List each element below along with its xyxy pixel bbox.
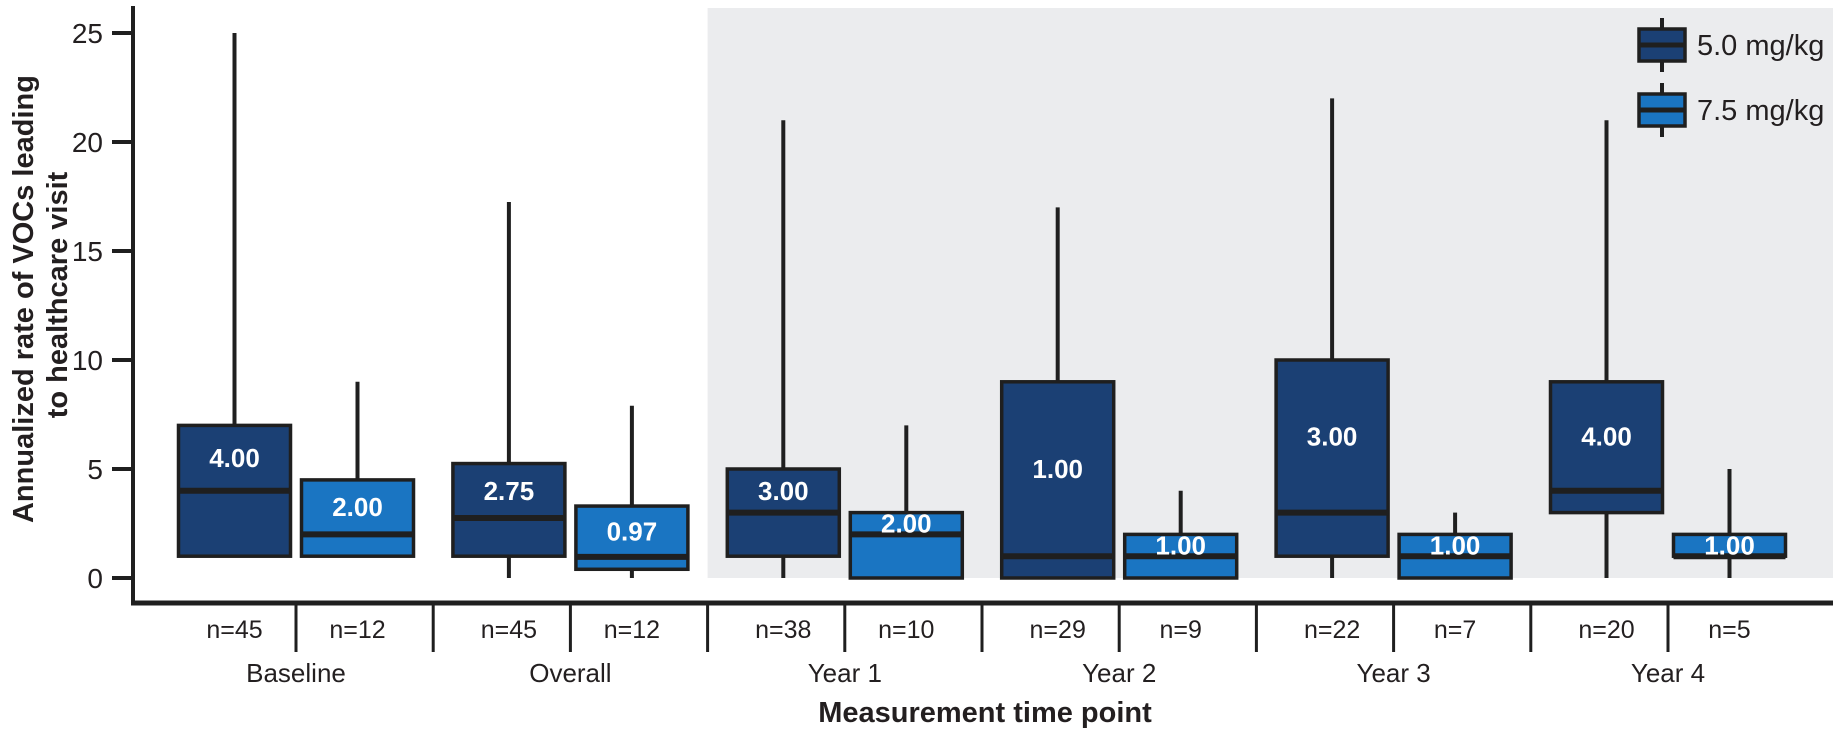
legend-layer: 5.0 mg/kg 7.5 mg/kg — [1637, 18, 1824, 137]
median-label-5-0-mg-kg-year-3: 3.00 — [1307, 421, 1358, 451]
y-tick-label-5: 5 — [87, 454, 103, 485]
n-label-7-5-mg-kg-year-1: n=10 — [878, 616, 934, 644]
axis-labels-layer: 0 5 10 15 20 25 n=45 n=45 n=38 n=29 n=22 n=20 n=12 n=… — [72, 18, 1751, 688]
y-axis-title: Annualized rate of VOCs leading to healt… — [8, 67, 74, 523]
category-label-baseline: Baseline — [246, 658, 346, 688]
category-label-year-1: Year 1 — [808, 658, 882, 688]
legend-label-7-5-mg-kg: 7.5 mg/kg — [1697, 95, 1824, 127]
category-label-year-4: Year 4 — [1631, 658, 1705, 688]
box-5-0-mg-kg-year-3 — [1274, 358, 1390, 558]
median-label-7-5-mg-kg-overall: 0.97 — [607, 516, 658, 546]
y-tick-label-20: 20 — [72, 127, 103, 158]
n-label-5-0-mg-kg-year-4: n=20 — [1578, 616, 1634, 644]
y-tick-label-10: 10 — [72, 345, 103, 376]
category-label-year-2: Year 2 — [1082, 658, 1156, 688]
x-axis-title: Measurement time point — [818, 697, 1152, 729]
n-label-5-0-mg-kg-year-2: n=29 — [1030, 616, 1086, 644]
box-5-0-mg-kg-year-2 — [999, 380, 1116, 580]
median-label-5-0-mg-kg-baseline: 4.00 — [209, 443, 260, 473]
box-5-0-mg-kg-overall — [451, 461, 567, 558]
y-tick-label-0: 0 — [87, 563, 103, 594]
median-label-7-5-mg-kg-year-2: 1.00 — [1155, 530, 1206, 560]
category-label-overall: Overall — [529, 658, 611, 688]
median-label-7-5-mg-kg-year-1: 2.00 — [881, 509, 932, 539]
axes-layer — [112, 6, 1833, 652]
n-label-7-5-mg-kg-overall: n=12 — [604, 616, 660, 644]
median-label-5-0-mg-kg-year-2: 1.00 — [1032, 454, 1083, 484]
n-label-5-0-mg-kg-overall: n=45 — [481, 616, 537, 644]
n-label-7-5-mg-kg-year-2: n=9 — [1159, 616, 1201, 644]
n-label-7-5-mg-kg-year-4: n=5 — [1708, 616, 1750, 644]
median-label-5-0-mg-kg-overall: 2.75 — [484, 476, 535, 506]
box-7-5-mg-kg-baseline — [299, 478, 416, 558]
median-label-7-5-mg-kg-baseline: 2.00 — [332, 492, 383, 522]
median-label-5-0-mg-kg-year-4: 4.00 — [1581, 421, 1632, 451]
n-label-5-0-mg-kg-year-1: n=38 — [755, 616, 811, 644]
legend-item-5-0-mg-kg: 5.0 mg/kg — [1637, 18, 1824, 72]
boxes-layer: 4.00 2.75 3.00 1.00 3.00 4.00 2.00 0.97 2.00 1.00… — [176, 33, 1788, 580]
n-label-5-0-mg-kg-year-3: n=22 — [1304, 616, 1360, 644]
y-tick-label-15: 15 — [72, 236, 103, 267]
median-label-7-5-mg-kg-year-3: 1.00 — [1430, 530, 1481, 560]
n-label-7-5-mg-kg-baseline: n=12 — [329, 616, 385, 644]
category-label-year-3: Year 3 — [1356, 658, 1430, 688]
median-label-5-0-mg-kg-year-1: 3.00 — [758, 476, 809, 506]
y-tick-label-25: 25 — [72, 18, 103, 49]
median-label-7-5-mg-kg-year-4: 1.00 — [1704, 530, 1755, 560]
box-7-5-mg-kg-year-1 — [848, 510, 965, 580]
legend-label-5-0-mg-kg: 5.0 mg/kg — [1697, 30, 1824, 62]
n-label-7-5-mg-kg-year-3: n=7 — [1434, 616, 1476, 644]
n-label-5-0-mg-kg-baseline: n=45 — [206, 616, 262, 644]
legend-item-7-5-mg-kg: 7.5 mg/kg — [1637, 83, 1824, 137]
